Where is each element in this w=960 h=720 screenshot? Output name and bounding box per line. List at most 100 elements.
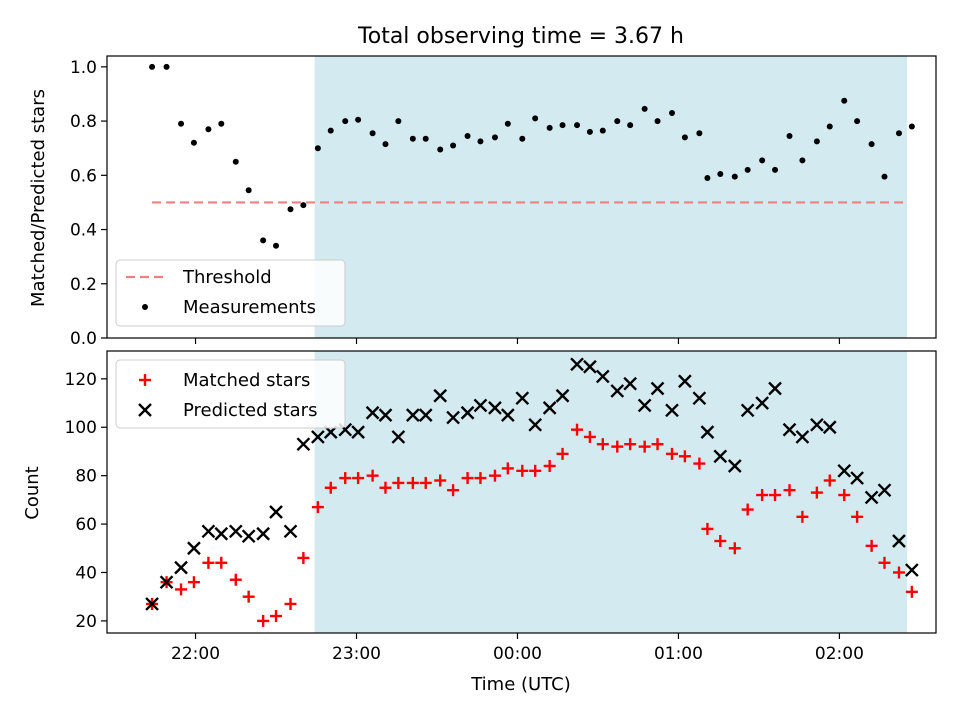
predicted-stars-point <box>351 425 365 439</box>
predicted-stars-point <box>570 357 584 372</box>
top-y-tick-label: 0.6 <box>70 166 97 186</box>
matched-stars-point <box>406 476 419 489</box>
measurements-point <box>190 139 197 146</box>
matched-stars-point <box>666 447 679 460</box>
matched-stars-point <box>461 472 474 485</box>
predicted-stars-point <box>174 560 188 575</box>
bottom-y-tick-label: 40 <box>75 563 97 583</box>
matched-stars-point <box>823 474 836 487</box>
predicted-stars-point <box>391 430 406 444</box>
measurements-point <box>717 170 724 177</box>
measurements-point <box>287 206 294 213</box>
measurements-point <box>868 141 875 148</box>
predicted-stars-point <box>877 483 892 498</box>
matched-stars-point <box>693 457 706 470</box>
predicted-stars-point <box>555 388 570 403</box>
bottom-y-label: Count <box>22 466 43 519</box>
predicted-stars-point <box>700 425 715 439</box>
matched-stars-point <box>242 590 255 603</box>
measurements-point <box>826 123 833 130</box>
measurements-point <box>546 124 553 131</box>
matched-stars-point <box>714 535 727 548</box>
measurements-point <box>532 115 539 122</box>
measurements-point <box>704 175 711 182</box>
matched-stars-point <box>769 489 782 502</box>
predicted-stars-point <box>256 526 270 541</box>
predicted-stars-point <box>296 437 311 452</box>
matched-stars-point <box>434 474 447 487</box>
measurements-point <box>744 166 751 173</box>
top-y-tick-label: 1.0 <box>70 58 97 78</box>
matched-stars-point <box>624 438 637 451</box>
top-panel: 0.0 0.2 0.4 0.6 0.8 1.0 Matched/Predicted sta… <box>28 55 937 349</box>
matched-stars-point <box>543 459 556 472</box>
measurements-point <box>464 132 471 139</box>
measurements-point <box>681 134 688 141</box>
bottom-x-tick-label: 00:00 <box>493 644 542 664</box>
matched-stars-point <box>392 476 405 489</box>
matched-stars-point <box>311 501 324 514</box>
matched-stars-point <box>796 510 809 523</box>
predicted-stars-point <box>528 417 543 432</box>
measurements-point <box>314 145 321 152</box>
matched-stars-point <box>175 583 188 596</box>
legend-matched-swatch <box>139 374 151 386</box>
bottom-x-tick-label: 01:00 <box>654 644 703 664</box>
matched-stars-point <box>257 614 270 627</box>
predicted-stars-point <box>228 524 243 539</box>
measurements-point <box>450 142 457 149</box>
measurements-point <box>759 157 766 164</box>
measurements-point <box>205 126 212 133</box>
matched-stars-point <box>756 489 769 502</box>
matched-stars-point <box>571 423 584 436</box>
measurements-point <box>559 122 566 129</box>
matched-stars-point <box>611 440 624 453</box>
matched-stars-point <box>651 438 664 451</box>
measurements-point <box>355 116 362 123</box>
predicted-stars-point <box>159 575 174 590</box>
measurements-point <box>841 97 848 104</box>
measurements-point <box>178 120 185 127</box>
matched-stars-point <box>215 556 228 569</box>
legend-matched-label: Matched stars <box>183 370 310 391</box>
matched-stars-point <box>878 556 891 569</box>
bottom-x-tick-label: 02:00 <box>815 644 864 664</box>
predicted-stars-point <box>201 524 216 539</box>
matched-stars-point <box>529 464 542 477</box>
matched-stars-point <box>596 438 609 451</box>
measurements-point <box>491 134 498 141</box>
matched-stars-point <box>838 489 851 502</box>
matched-stars-point <box>678 450 691 463</box>
top-y-tick-label: 0.0 <box>70 329 97 349</box>
matched-stars-point <box>202 556 215 569</box>
matched-stars-point <box>324 481 337 494</box>
bottom-x-tick-label: 23:00 <box>332 644 381 664</box>
predicted-stars-point <box>595 369 610 384</box>
matched-stars-point <box>270 610 283 623</box>
predicted-stars-point <box>488 401 502 415</box>
measurements-point <box>627 122 634 129</box>
predicted-stars-point <box>810 417 824 432</box>
matched-stars-point <box>297 551 310 564</box>
measurements-point <box>599 127 606 134</box>
predicted-stars-point <box>782 422 797 437</box>
matched-stars-point <box>810 486 823 499</box>
bottom-ticks: 20 40 60 80 100 120 22:00 23:00 00:00 01:00 02:00 <box>65 370 864 664</box>
measurements-point <box>422 135 429 142</box>
top-shaded-region <box>314 56 908 338</box>
measurements-point <box>163 63 170 70</box>
predicted-stars-point <box>623 376 638 391</box>
predicted-stars-point <box>892 534 906 548</box>
predicted-stars-point <box>713 449 728 464</box>
measurements-point <box>382 141 389 148</box>
predicted-stars-point <box>768 381 782 396</box>
predicted-stars-point <box>637 398 652 413</box>
predicted-stars-point <box>515 391 530 406</box>
predicted-stars-point <box>542 401 557 415</box>
top-markers <box>149 63 915 249</box>
matched-stars-point <box>379 481 392 494</box>
measurements-point <box>327 127 334 134</box>
predicted-stars-point <box>678 374 692 389</box>
legend-predicted-label: Predicted stars <box>183 400 317 421</box>
predicted-stars-point <box>283 524 298 539</box>
